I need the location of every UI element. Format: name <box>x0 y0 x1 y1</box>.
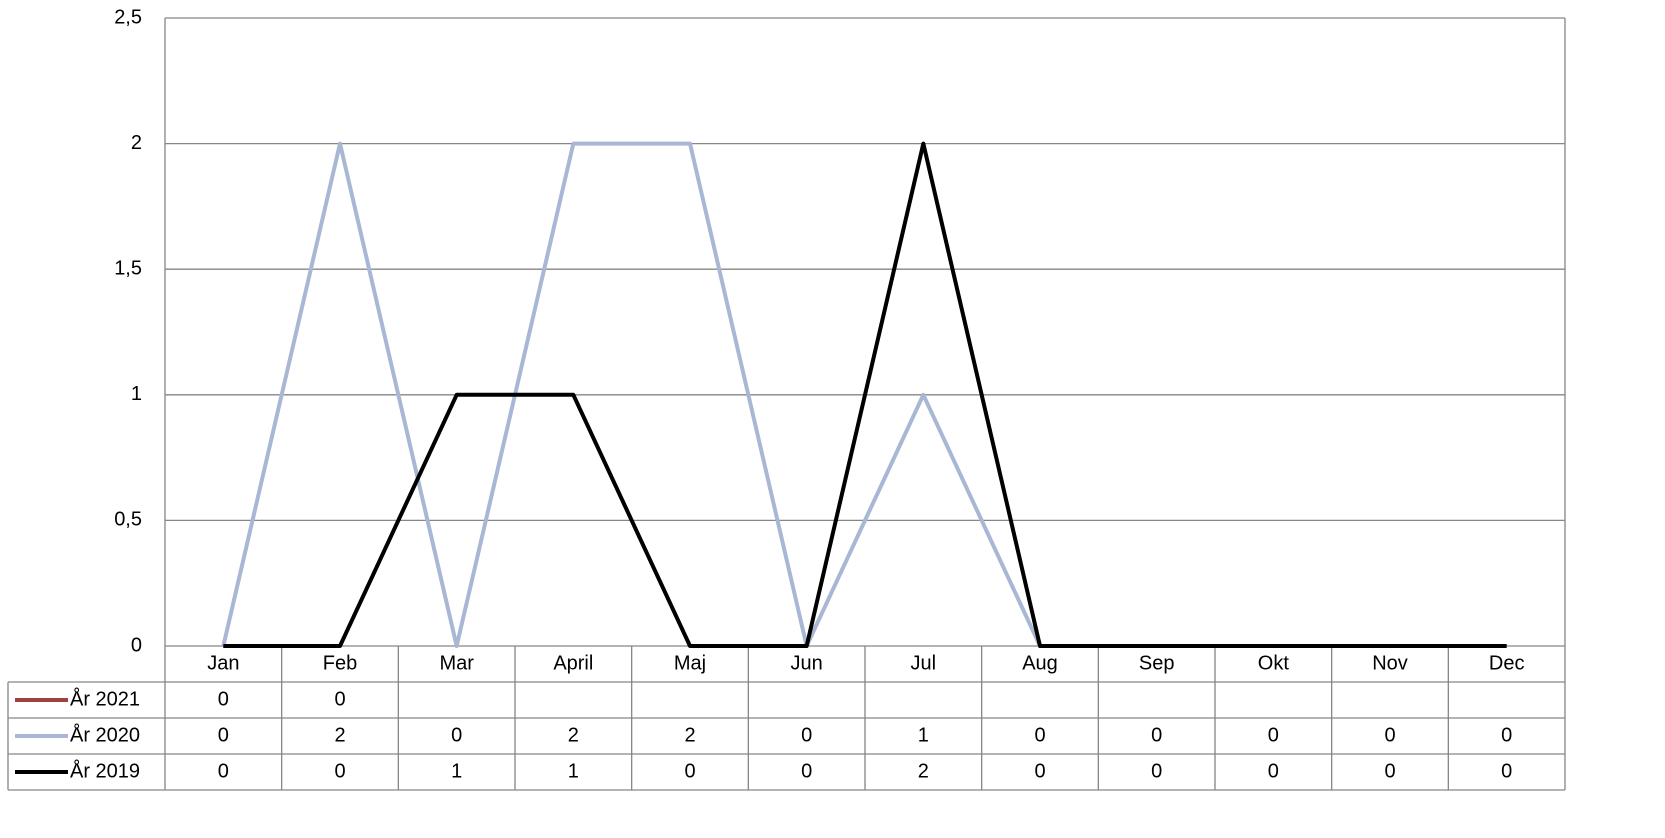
table-value: 0 <box>334 688 345 710</box>
legend-label: År 2021 <box>70 687 140 710</box>
x-tick-label: Jul <box>911 652 937 674</box>
y-tick-label: 1,5 <box>114 257 142 279</box>
table-value: 0 <box>451 724 462 746</box>
y-tick-label: 2,5 <box>114 6 142 28</box>
table-value: 0 <box>684 760 695 782</box>
table-value: 2 <box>568 724 579 746</box>
legend-label: År 2020 <box>70 723 140 746</box>
table-value: 0 <box>1034 760 1045 782</box>
table-value: 0 <box>1151 724 1162 746</box>
y-tick-label: 0 <box>131 634 142 656</box>
table-value: 0 <box>218 760 229 782</box>
y-tick-label: 1 <box>131 383 142 405</box>
table-value: 1 <box>918 724 929 746</box>
series-line <box>223 141 1507 648</box>
table-value: 0 <box>1384 724 1395 746</box>
x-tick-label: Sep <box>1139 652 1175 674</box>
x-tick-label: April <box>553 652 593 674</box>
x-tick-label: Jan <box>207 652 239 674</box>
x-tick-label: Dec <box>1489 652 1525 674</box>
table-value: 0 <box>801 760 812 782</box>
x-tick-label: Okt <box>1258 652 1290 674</box>
x-tick-label: Aug <box>1022 652 1058 674</box>
x-tick-label: Nov <box>1372 652 1408 674</box>
x-tick-label: Feb <box>323 652 357 674</box>
y-tick-label: 0,5 <box>114 509 142 531</box>
table-value: 0 <box>1268 724 1279 746</box>
table-value: 0 <box>218 724 229 746</box>
x-tick-label: Jun <box>791 652 823 674</box>
table-value: 0 <box>1151 760 1162 782</box>
table-value: 1 <box>568 760 579 782</box>
table-value: 0 <box>1501 760 1512 782</box>
legend-label: År 2019 <box>70 759 140 782</box>
table-value: 2 <box>918 760 929 782</box>
table-value: 0 <box>1268 760 1279 782</box>
table-value: 0 <box>1034 724 1045 746</box>
table-value: 2 <box>684 724 695 746</box>
table-value: 0 <box>801 724 812 746</box>
table-value: 1 <box>451 760 462 782</box>
x-tick-label: Mar <box>439 652 474 674</box>
y-tick-label: 2 <box>131 132 142 154</box>
table-value: 0 <box>334 760 345 782</box>
x-tick-label: Maj <box>674 652 706 674</box>
table-value: 0 <box>1501 724 1512 746</box>
table-value: 0 <box>1384 760 1395 782</box>
table-value: 2 <box>334 724 345 746</box>
table-value: 0 <box>218 688 229 710</box>
